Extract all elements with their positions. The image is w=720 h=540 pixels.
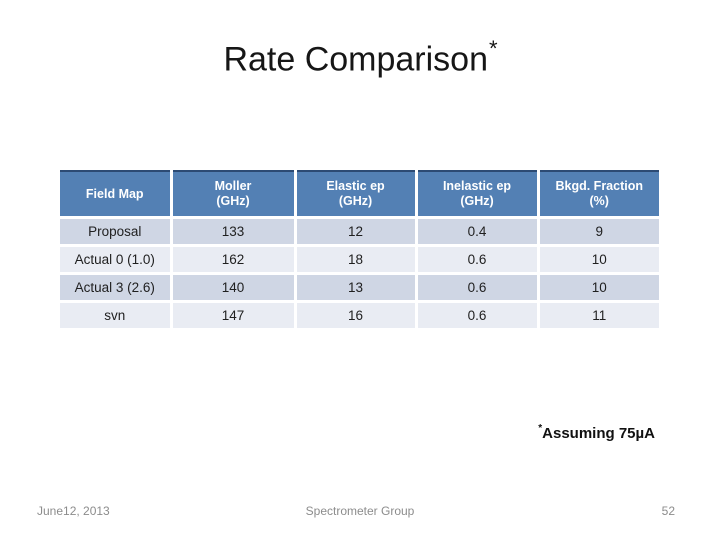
cell-value: 16	[293, 300, 416, 328]
header-cell-moller: Moller (GHz)	[169, 170, 295, 219]
cell-value: 12	[293, 216, 416, 246]
table-row: Actual 3 (2.6) 140 13 0.6 10	[60, 272, 659, 302]
cell-value: 0.6	[414, 300, 538, 328]
slide-title-text: Rate Comparison	[223, 40, 488, 79]
header-cell-inelastic-ep: Inelastic ep (GHz)	[414, 170, 538, 219]
footnote-asterisk: *	[538, 423, 543, 434]
row-label: Actual 3 (2.6)	[60, 272, 171, 302]
cell-value: 11	[536, 300, 659, 328]
cell-value: 0.4	[414, 216, 538, 246]
row-label: svn	[60, 300, 171, 328]
header-line: (GHz)	[216, 194, 250, 208]
footer-page-number: 52	[661, 504, 675, 518]
header-line: (GHz)	[338, 194, 373, 208]
footnote-text: Assuming 75µA	[542, 425, 655, 442]
header-line: (GHz)	[460, 194, 494, 208]
cell-value: 10	[536, 272, 659, 302]
table-row: svn 147 16 0.6 11	[60, 300, 659, 328]
row-label: Proposal	[60, 216, 171, 246]
cell-value: 10	[536, 244, 659, 274]
cell-value: 140	[169, 272, 295, 302]
header-cell-bkgd-fraction: Bkgd. Fraction (%)	[536, 170, 659, 219]
row-label: Actual 0 (1.0)	[60, 244, 171, 274]
header-line: Field Map	[85, 186, 144, 201]
table-header-row: Field Map Moller (GHz) Elastic ep (GHz) …	[60, 170, 659, 219]
header-cell-field-map: Field Map	[60, 170, 171, 219]
cell-value: 0.6	[414, 272, 538, 302]
cell-value: 13	[293, 272, 416, 302]
cell-value: 18	[293, 244, 416, 274]
slide-title: Rate Comparison*	[0, 36, 720, 79]
cell-value: 147	[169, 300, 295, 328]
cell-value: 133	[169, 216, 295, 246]
header-line: (%)	[589, 194, 609, 208]
footer-date: June12, 2013	[37, 504, 110, 518]
cell-value: 162	[169, 244, 295, 274]
table-row: Proposal 133 12 0.4 9	[60, 216, 659, 246]
title-asterisk: *	[489, 36, 498, 61]
table-row: Actual 0 (1.0) 162 18 0.6 10	[60, 244, 659, 274]
header-line: Moller	[214, 179, 252, 193]
header-cell-elastic-ep: Elastic ep (GHz)	[293, 170, 416, 219]
cell-value: 0.6	[414, 244, 538, 274]
header-line: Inelastic ep	[442, 179, 512, 193]
rates-table: Field Map Moller (GHz) Elastic ep (GHz) …	[60, 170, 659, 328]
footnote: *Assuming 75µA	[538, 420, 655, 444]
cell-value: 9	[536, 216, 659, 246]
header-line: Elastic ep	[326, 179, 385, 193]
header-line: Bkgd. Fraction	[555, 179, 643, 193]
footer-group-name: Spectrometer Group	[305, 504, 415, 518]
